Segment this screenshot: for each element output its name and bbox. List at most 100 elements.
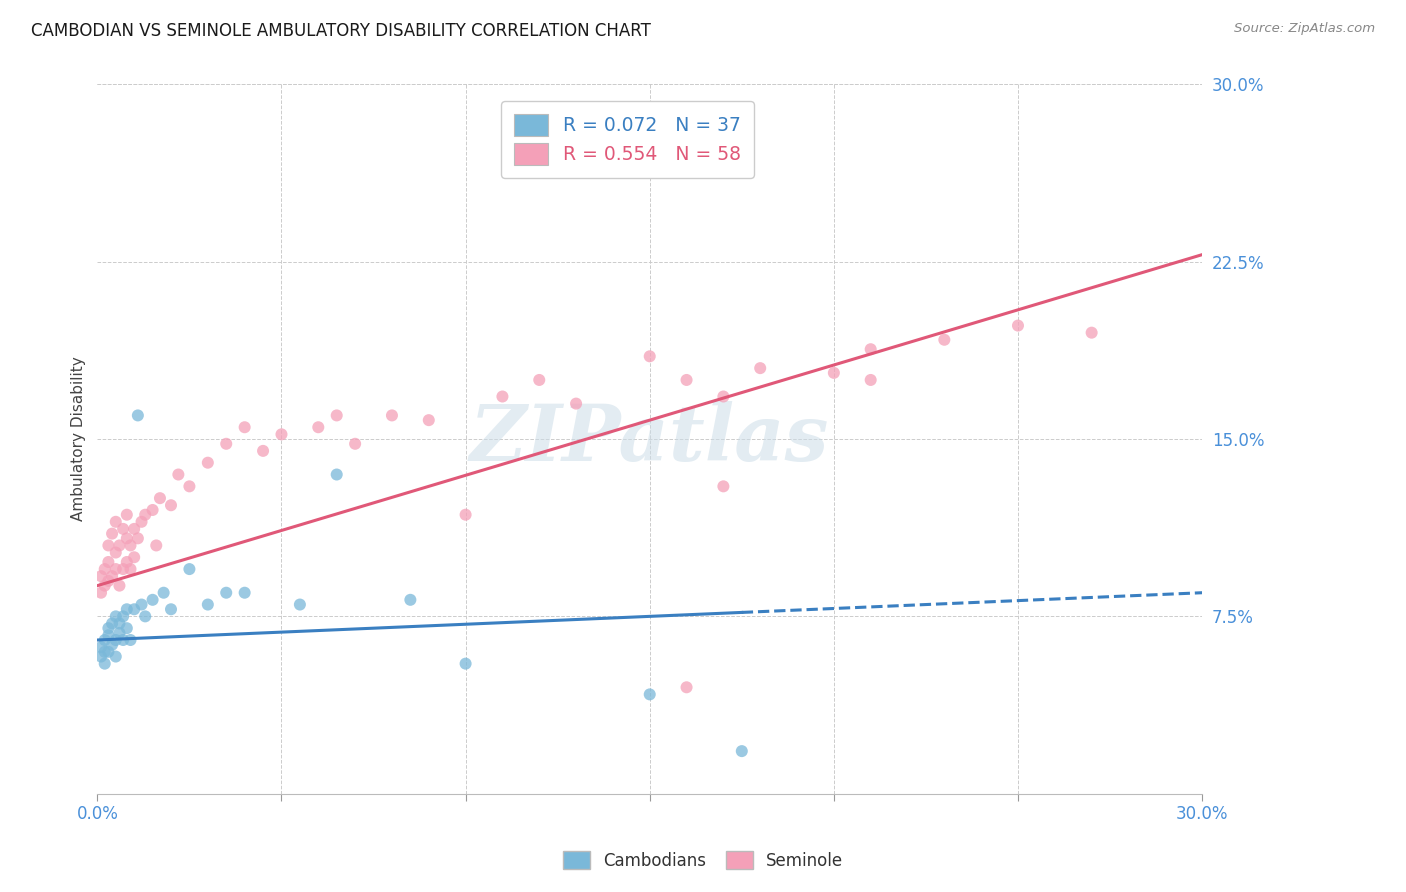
Point — [93, 632, 115, 647]
Point — [108, 579, 131, 593]
Point — [97, 628, 120, 642]
Point — [131, 515, 153, 529]
Point — [381, 409, 404, 423]
Point — [711, 479, 734, 493]
Point — [101, 638, 124, 652]
Point — [252, 443, 274, 458]
Legend: R = 0.072   N = 37, R = 0.554   N = 58: R = 0.072 N = 37, R = 0.554 N = 58 — [501, 101, 754, 178]
Point — [104, 562, 127, 576]
Point — [179, 479, 201, 493]
Point — [454, 508, 477, 522]
Point — [197, 456, 219, 470]
Point — [491, 390, 513, 404]
Point — [749, 361, 772, 376]
Point — [399, 592, 422, 607]
Point — [638, 687, 661, 701]
Point — [197, 598, 219, 612]
Point — [120, 562, 142, 576]
Point — [122, 602, 145, 616]
Point — [167, 467, 190, 482]
Point — [120, 538, 142, 552]
Point — [97, 538, 120, 552]
Text: ZIPatlas: ZIPatlas — [470, 401, 830, 477]
Point — [325, 467, 347, 482]
Point — [127, 409, 149, 423]
Point — [454, 657, 477, 671]
Point — [1007, 318, 1029, 333]
Point — [112, 609, 135, 624]
Point — [104, 649, 127, 664]
Point — [97, 621, 120, 635]
Point — [122, 522, 145, 536]
Point — [97, 645, 120, 659]
Point — [93, 562, 115, 576]
Point — [101, 526, 124, 541]
Point — [638, 349, 661, 363]
Point — [108, 616, 131, 631]
Point — [215, 437, 238, 451]
Point — [115, 602, 138, 616]
Point — [131, 598, 153, 612]
Point — [108, 626, 131, 640]
Point — [859, 373, 882, 387]
Text: Source: ZipAtlas.com: Source: ZipAtlas.com — [1234, 22, 1375, 36]
Point — [179, 562, 201, 576]
Point — [104, 515, 127, 529]
Point — [529, 373, 551, 387]
Point — [149, 491, 172, 505]
Point — [418, 413, 440, 427]
Point — [115, 508, 138, 522]
Point — [112, 562, 135, 576]
Point — [108, 538, 131, 552]
Y-axis label: Ambulatory Disability: Ambulatory Disability — [72, 357, 86, 522]
Point — [142, 503, 165, 517]
Legend: Cambodians, Seminole: Cambodians, Seminole — [557, 845, 849, 877]
Point — [101, 616, 124, 631]
Point — [859, 343, 882, 357]
Point — [344, 437, 367, 451]
Point — [325, 409, 347, 423]
Point — [101, 569, 124, 583]
Point — [115, 555, 138, 569]
Point — [112, 632, 135, 647]
Point — [565, 396, 588, 410]
Point — [731, 744, 754, 758]
Point — [160, 602, 183, 616]
Point — [307, 420, 329, 434]
Point — [152, 585, 174, 599]
Point — [711, 390, 734, 404]
Point — [104, 632, 127, 647]
Point — [1080, 326, 1102, 340]
Point — [127, 532, 149, 546]
Point — [97, 555, 120, 569]
Point — [215, 585, 238, 599]
Point — [112, 522, 135, 536]
Point — [104, 609, 127, 624]
Point — [90, 585, 112, 599]
Point — [93, 645, 115, 659]
Point — [823, 366, 845, 380]
Point — [675, 373, 697, 387]
Point — [104, 545, 127, 559]
Point — [115, 532, 138, 546]
Point — [115, 621, 138, 635]
Point — [90, 649, 112, 664]
Point — [90, 569, 112, 583]
Point — [145, 538, 167, 552]
Point — [233, 585, 256, 599]
Point — [160, 498, 183, 512]
Text: CAMBODIAN VS SEMINOLE AMBULATORY DISABILITY CORRELATION CHART: CAMBODIAN VS SEMINOLE AMBULATORY DISABIL… — [31, 22, 651, 40]
Point — [134, 508, 156, 522]
Point — [120, 632, 142, 647]
Point — [270, 427, 292, 442]
Point — [134, 609, 156, 624]
Point — [233, 420, 256, 434]
Point — [90, 640, 112, 654]
Point — [93, 579, 115, 593]
Point — [97, 574, 120, 588]
Point — [934, 333, 956, 347]
Point — [142, 592, 165, 607]
Point — [675, 681, 697, 695]
Point — [288, 598, 311, 612]
Point — [93, 657, 115, 671]
